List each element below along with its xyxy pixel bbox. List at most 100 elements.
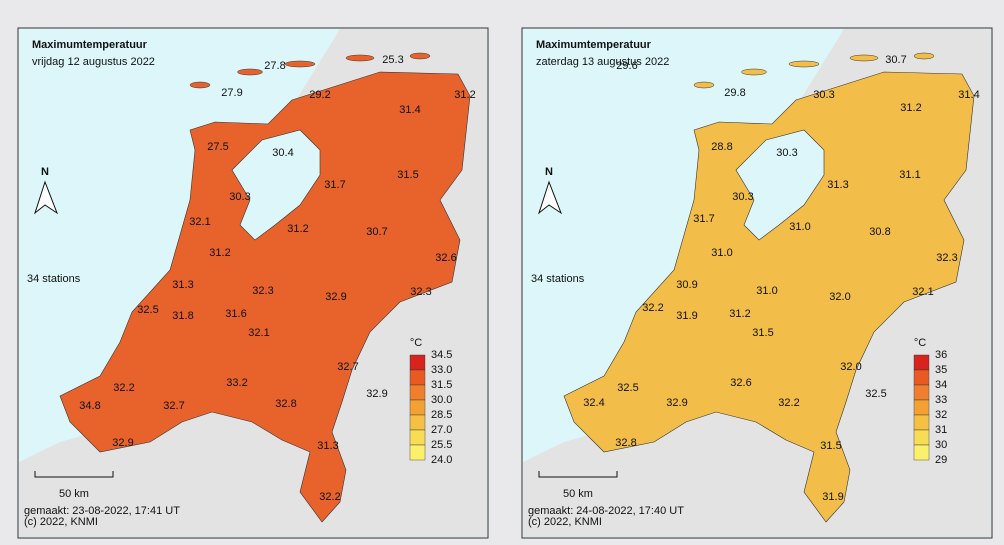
north-label: N — [41, 166, 49, 178]
station-value: 31.8 — [172, 310, 193, 322]
station-value: 25.3 — [382, 54, 403, 66]
legend-unit: °C — [914, 337, 926, 349]
station-value: 30.9 — [676, 279, 697, 291]
legend-label: 24.0 — [431, 454, 452, 466]
legend-swatch — [409, 354, 426, 371]
map-date: zaterdag 13 augustus 2022 — [536, 56, 669, 68]
wadden-island — [693, 81, 715, 89]
station-value: 29.2 — [309, 89, 330, 101]
legend-swatch — [913, 399, 930, 416]
station-value: 31.2 — [900, 102, 921, 114]
station-value: 30.3 — [813, 89, 834, 101]
station-value: 31.6 — [225, 308, 246, 320]
wadden-island — [237, 68, 263, 76]
station-value: 30.3 — [732, 191, 753, 203]
station-value: 32.8 — [275, 398, 296, 410]
station-value: 27.8 — [264, 60, 285, 72]
legend-label: 32 — [935, 409, 947, 421]
map-shapes — [523, 29, 991, 537]
station-value: 31.3 — [317, 440, 338, 452]
station-value: 32.2 — [113, 382, 134, 394]
station-value: 30.4 — [272, 147, 293, 159]
scale-bar — [538, 471, 618, 478]
station-value: 31.0 — [711, 247, 732, 259]
stations-count: 34 stations — [27, 273, 81, 285]
station-value: 32.3 — [252, 285, 273, 297]
ijsselmeer — [735, 129, 825, 241]
station-value: 32.7 — [163, 400, 184, 412]
legend-swatch — [913, 369, 930, 386]
legend-label: 33 — [935, 394, 947, 406]
wadden-island — [741, 68, 767, 76]
map-title: Maximumtemperatuur — [536, 39, 652, 51]
scale-label: 50 km — [59, 488, 89, 500]
station-value: 32.7 — [337, 361, 358, 373]
wadden-island — [409, 52, 431, 60]
station-value: 31.7 — [324, 179, 345, 191]
station-value: 31.5 — [820, 440, 841, 452]
station-value: 31.5 — [397, 169, 418, 181]
station-value: 31.7 — [693, 213, 714, 225]
wadden-island — [788, 60, 820, 68]
station-value: 32.4 — [583, 397, 604, 409]
legend-swatch — [409, 414, 426, 431]
map-date: vrijdag 12 augustus 2022 — [32, 56, 155, 68]
station-value: 32.3 — [410, 286, 431, 298]
map-title: Maximumtemperatuur — [32, 39, 148, 51]
legend-label: 35 — [935, 364, 947, 376]
station-value: 29.8 — [724, 87, 745, 99]
station-value: 29.6 — [616, 60, 637, 72]
wadden-island — [189, 81, 211, 89]
station-value: 32.0 — [829, 291, 850, 303]
legend-swatch — [913, 354, 930, 371]
made-note: gemaakt: 24-08-2022, 17:40 UT — [528, 505, 684, 517]
station-value: 31.9 — [676, 310, 697, 322]
station-value: 32.9 — [666, 397, 687, 409]
station-value: 31.0 — [789, 221, 810, 233]
wadden-island — [345, 54, 375, 62]
legend-swatch — [913, 444, 930, 461]
legend-swatch — [409, 399, 426, 416]
legend-label: 31 — [935, 424, 947, 436]
legend-swatch — [409, 444, 426, 461]
station-value: 32.0 — [840, 361, 861, 373]
station-value: 30.3 — [229, 191, 250, 203]
legend-label: 29 — [935, 454, 947, 466]
station-value: 30.7 — [366, 226, 387, 238]
station-value: 31.5 — [752, 327, 773, 339]
map-shapes — [19, 29, 487, 537]
legend-label: 36 — [935, 349, 947, 361]
legend-swatch — [913, 414, 930, 431]
copyright: (c) 2022, KNMI — [24, 516, 98, 528]
legend-swatch — [913, 429, 930, 446]
station-value: 32.1 — [248, 327, 269, 339]
scale-bar — [34, 471, 114, 478]
station-value: 34.8 — [79, 400, 100, 412]
north-arrow — [538, 180, 563, 215]
legend-swatch — [409, 384, 426, 401]
station-value: 32.9 — [366, 388, 387, 400]
legend-label: 27.0 — [431, 424, 452, 436]
legend-label: 33.0 — [431, 364, 452, 376]
station-value: 31.3 — [827, 179, 848, 191]
map-panel: Maximumtemperatuur zaterdag 13 augustus 2… — [521, 27, 993, 539]
station-value: 32.3 — [936, 252, 957, 264]
legend-swatch — [409, 429, 426, 446]
ijsselmeer — [231, 129, 321, 241]
copyright: (c) 2022, KNMI — [528, 516, 602, 528]
station-value: 32.2 — [778, 397, 799, 409]
station-value: 32.6 — [730, 377, 751, 389]
station-value: 32.2 — [319, 491, 340, 503]
north-label: N — [545, 166, 553, 178]
legend-swatch — [409, 369, 426, 386]
wadden-island — [849, 54, 879, 62]
station-value: 32.2 — [642, 302, 663, 314]
north-arrow — [34, 180, 59, 215]
legend-label: 34 — [935, 379, 947, 391]
legend-swatch — [913, 384, 930, 401]
station-value: 32.9 — [112, 437, 133, 449]
station-value: 32.9 — [325, 291, 346, 303]
station-value: 32.6 — [435, 252, 456, 264]
